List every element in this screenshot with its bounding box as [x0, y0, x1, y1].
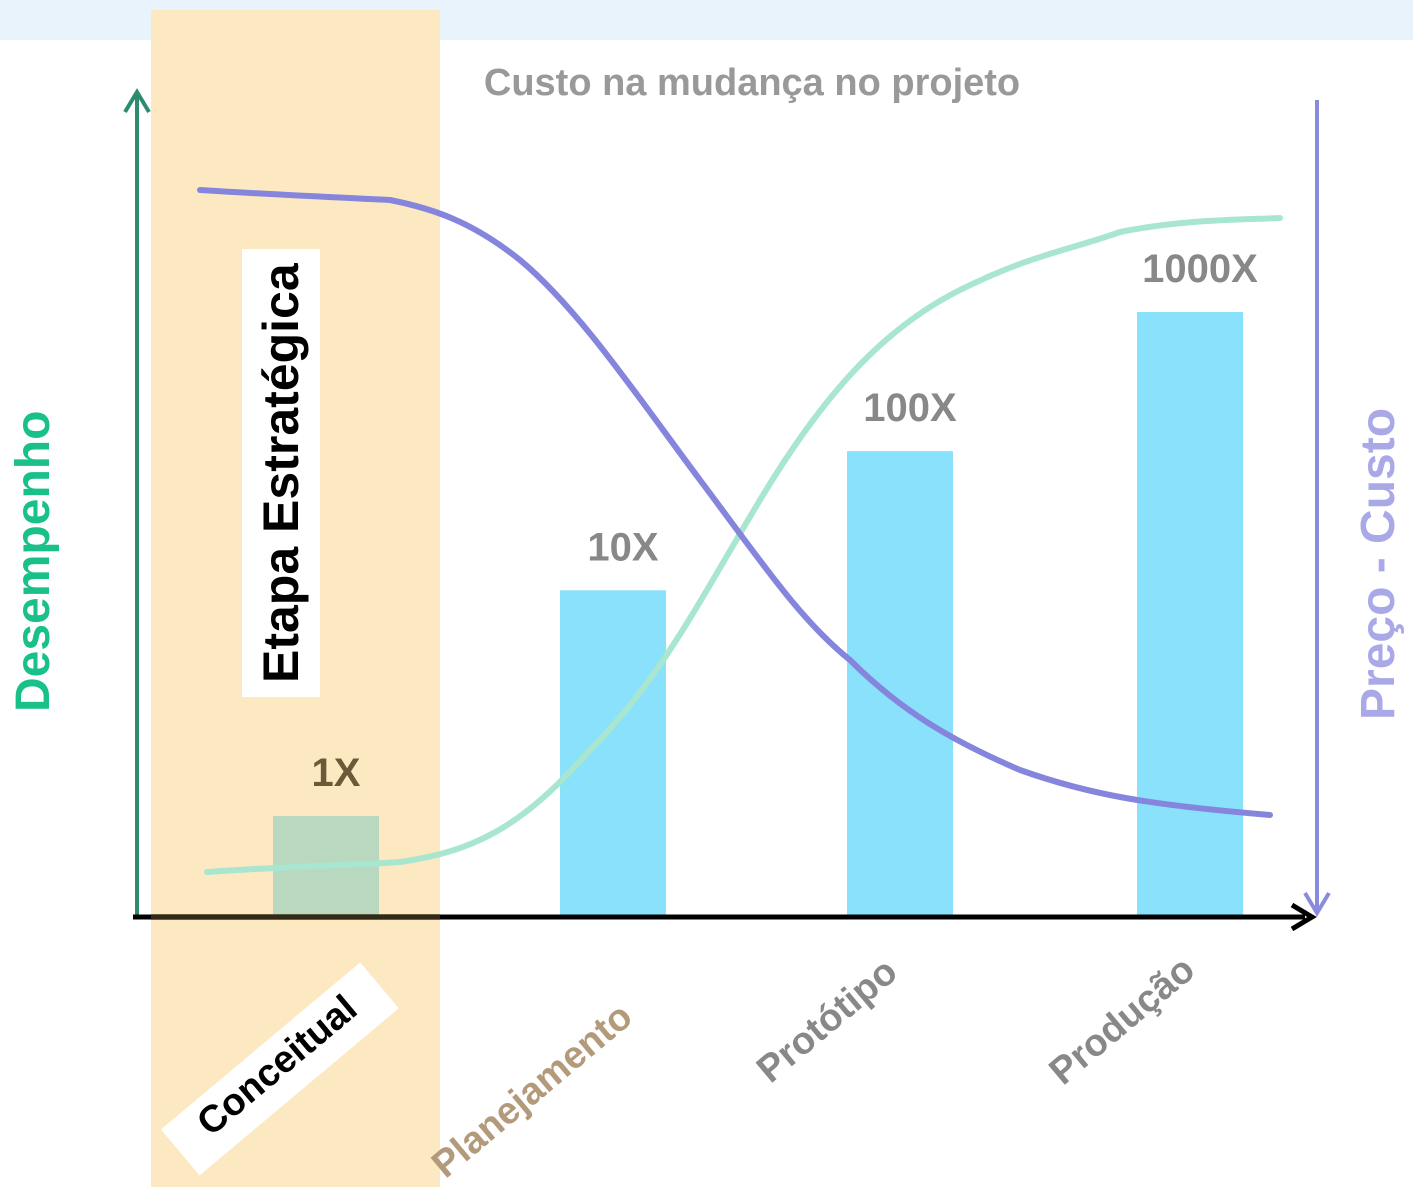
x-axis-band-overlay	[151, 914, 440, 920]
desempenho-curve	[204, 215, 1283, 875]
preco-custo-curve	[197, 187, 1273, 818]
left-axis-arrow	[123, 88, 151, 114]
left-axis-label: Desempenho	[6, 411, 307, 767]
bar-2	[560, 590, 666, 915]
right-axis-label: Preço - Custo	[1351, 408, 1413, 775]
value-labels: 1X 10X 100X 1000X	[312, 247, 1259, 795]
category-label-bg-1	[160, 962, 399, 1176]
left-axis-label-text: Desempenho	[7, 410, 60, 712]
bar-3	[847, 451, 953, 915]
value-label-2: 10X	[587, 525, 658, 569]
right-axis-arrow	[1303, 891, 1331, 917]
chart-title: Custo na mudança no projeto	[484, 62, 1020, 104]
category-label-4: Produção	[1042, 948, 1203, 1093]
value-label-4: 1000X	[1142, 247, 1258, 291]
strategic-stage-text: Etapa Estratégica	[242, 249, 320, 697]
bar-4	[1137, 312, 1243, 915]
right-axis-label-text: Preço - Custo	[1352, 407, 1405, 720]
category-label-3: Protótipo	[749, 950, 905, 1091]
x-axis-arrow	[1290, 902, 1317, 932]
category-label-2: Planejamento	[424, 995, 640, 1186]
value-label-1: 1X	[312, 751, 361, 795]
value-label-3: 100X	[863, 386, 957, 430]
